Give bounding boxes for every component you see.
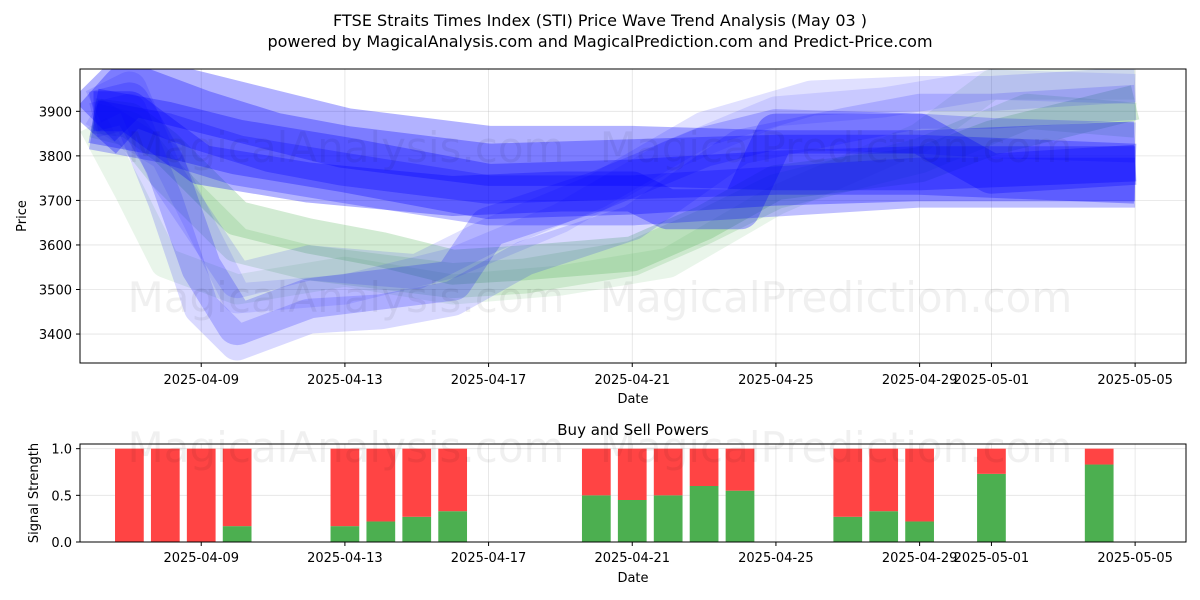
sell-power-bar — [115, 448, 144, 542]
sell-power-bar — [725, 448, 755, 491]
sell-power-bar — [330, 448, 360, 527]
price-plot-frame — [79, 68, 1187, 364]
power-y-tick-label: 0.0 — [51, 536, 72, 551]
buy-power-bar — [653, 495, 683, 542]
power-y-ticks: 0.0 0.5 1.0 — [51, 443, 80, 551]
sell-power-bar — [689, 448, 719, 486]
power-x-tick-label: 2025-04-29 — [882, 551, 958, 566]
blue-wave-band — [93, 91, 1137, 230]
buy-sell-power-chart: Buy and Sell Powers MagicalAnalysis.com … — [27, 421, 1187, 586]
sell-power-bar — [977, 448, 1006, 474]
sell-power-bar — [653, 448, 683, 496]
watermark-top-left-1: MagicalAnalysis.com — [128, 123, 565, 172]
figure-title: FTSE Straits Times Index (STI) Price Wav… — [333, 11, 867, 30]
buy-power-bar — [581, 495, 611, 542]
figure-subtitle: powered by MagicalAnalysis.com and Magic… — [267, 32, 932, 51]
sell-power-bar — [150, 448, 180, 542]
price-x-tick-label: 2025-05-01 — [954, 373, 1030, 388]
power-x-tick-label: 2025-05-01 — [954, 551, 1030, 566]
buy-power-bar — [869, 511, 899, 542]
buy-power-bar — [977, 473, 1006, 542]
buy-power-bar — [402, 516, 432, 542]
price-plot-background — [80, 69, 1186, 363]
power-x-tick-label: 2025-04-21 — [594, 551, 670, 566]
power-y-axis-label: Signal Strength — [27, 443, 42, 543]
buy-power-bar — [689, 486, 719, 542]
sell-power-bar — [186, 448, 216, 542]
price-y-tick-label: 3700 — [39, 194, 72, 209]
sell-power-bar — [869, 448, 899, 512]
sell-power-bar — [222, 448, 252, 527]
power-x-axis-label: Date — [617, 571, 648, 586]
price-y-ticks: 3400 3500 3600 3700 3800 3900 — [39, 105, 80, 343]
blue-wave-band — [85, 69, 1136, 314]
watermark-top-right-2: MagicalPrediction.com — [600, 273, 1073, 322]
buy-power-bar — [330, 526, 360, 542]
price-y-tick-label: 3900 — [39, 105, 72, 120]
power-x-tick-label: 2025-04-17 — [451, 551, 527, 566]
price-x-tick-label: 2025-05-05 — [1097, 373, 1173, 388]
price-y-tick-label: 3600 — [39, 239, 72, 254]
price-x-tick-label: 2025-04-13 — [307, 373, 383, 388]
green-wave-band — [89, 93, 1137, 299]
price-x-tick-label: 2025-04-29 — [882, 373, 958, 388]
watermark-top-left-2: MagicalAnalysis.com — [128, 273, 565, 322]
price-grid — [80, 69, 1186, 363]
buy-power-bar — [222, 526, 252, 542]
buy-power-bar — [617, 500, 647, 542]
power-x-tick-label: 2025-05-05 — [1097, 551, 1173, 566]
buy-power-bar — [725, 490, 755, 542]
power-x-tick-label: 2025-04-13 — [307, 551, 383, 566]
sell-power-bar — [581, 448, 611, 496]
buy-power-bar — [366, 521, 396, 542]
price-y-tick-label: 3400 — [39, 328, 72, 343]
power-y-tick-label: 1.0 — [51, 443, 72, 458]
blue-wave-band — [80, 69, 1137, 204]
sell-power-bar — [366, 448, 396, 522]
sell-power-bar — [438, 448, 468, 512]
power-x-tick-label: 2025-04-09 — [163, 551, 239, 566]
blue-wave-band — [80, 69, 1137, 191]
blue-wave-band — [88, 82, 1136, 346]
price-wave-chart: MagicalAnalysis.com MagicalPrediction.co… — [15, 68, 1187, 407]
price-y-tick-label: 3800 — [39, 150, 72, 165]
price-y-axis-label: Price — [15, 200, 30, 232]
blue-wave-band — [85, 69, 1137, 299]
buy-power-bar — [833, 516, 863, 542]
buy-power-bar — [438, 511, 468, 542]
sell-power-bar — [1084, 448, 1114, 465]
sell-power-bar — [833, 448, 863, 517]
blue-wave-band — [88, 100, 1136, 226]
blue-wave-band — [88, 88, 1136, 219]
blue-wave-band — [89, 84, 1137, 361]
green-wave-band — [91, 85, 1140, 285]
price-x-tick-label: 2025-04-17 — [451, 373, 527, 388]
sell-power-bar — [617, 448, 647, 500]
price-x-axis-label: Date — [617, 392, 648, 407]
price-x-tick-label: 2025-04-09 — [163, 373, 239, 388]
power-plot-frame — [79, 443, 1187, 543]
sell-power-bar — [905, 448, 934, 522]
price-x-ticks: 2025-04-09 2025-04-13 2025-04-17 2025-04-21… — [163, 363, 1173, 388]
watermark-bottom-right: MagicalPrediction.com — [600, 423, 1073, 472]
buy-sell-title: Buy and Sell Powers — [557, 421, 709, 439]
power-x-ticks: 2025-04-09 2025-04-13 2025-04-17 2025-04-21… — [163, 542, 1173, 566]
power-bars — [115, 448, 1114, 542]
price-y-tick-label: 3500 — [39, 284, 72, 299]
watermark-bottom-left: MagicalAnalysis.com — [128, 423, 565, 472]
sell-power-bar — [402, 448, 432, 517]
watermark-top-right-1: MagicalPrediction.com — [600, 123, 1073, 172]
power-x-tick-label: 2025-04-25 — [738, 551, 814, 566]
price-bands — [80, 69, 1140, 361]
buy-power-bar — [1084, 464, 1114, 542]
power-y-tick-label: 0.5 — [51, 489, 72, 504]
green-wave-band — [80, 69, 1136, 305]
buy-power-bar — [905, 521, 934, 542]
price-x-tick-label: 2025-04-21 — [594, 373, 670, 388]
price-x-tick-label: 2025-04-25 — [738, 373, 814, 388]
